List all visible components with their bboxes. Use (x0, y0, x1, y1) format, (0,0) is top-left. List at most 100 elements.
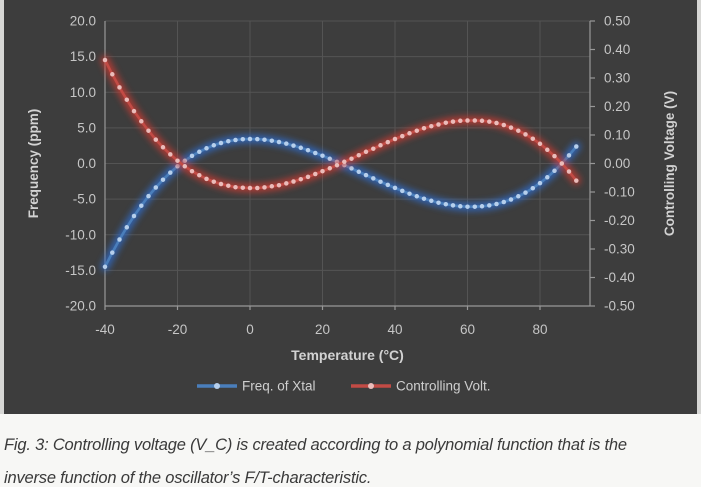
left-axis-tick-label: -15.0 (65, 263, 96, 278)
data-point-marker (530, 136, 536, 141)
data-point-marker (458, 118, 463, 124)
data-point-marker (160, 145, 166, 150)
data-point-marker (516, 128, 521, 133)
data-point-marker (508, 197, 514, 202)
page-gutter-left (0, 0, 4, 414)
data-point-marker (356, 169, 362, 175)
x-axis-tick-label: 0 (246, 322, 254, 337)
data-point-marker (255, 185, 260, 191)
data-point-marker (537, 141, 543, 147)
data-point-marker (479, 204, 485, 209)
data-point-marker (494, 120, 499, 126)
data-point-marker (247, 185, 253, 191)
x-axis-tick-label: 60 (460, 322, 475, 337)
right-axis-tick-label: 0.00 (604, 156, 630, 171)
legend-label: Freq. of Xtal (242, 379, 316, 394)
data-point-marker (501, 199, 507, 205)
data-point-marker (472, 118, 478, 123)
data-point-marker (371, 176, 376, 181)
left-axis-tick-label: 10.0 (70, 85, 96, 100)
data-point-marker (240, 185, 246, 190)
data-point-marker (247, 136, 253, 142)
right-axis-tick-label: -0.20 (604, 213, 635, 228)
data-point-marker (450, 119, 456, 124)
data-point-marker (436, 200, 441, 205)
page-gutter-right (697, 0, 701, 414)
data-point-marker (197, 172, 202, 178)
x-axis-title: Temperature (°C) (291, 347, 404, 363)
data-point-marker (284, 181, 289, 186)
data-point-marker (436, 122, 441, 127)
data-point-marker (327, 156, 333, 162)
data-point-marker (291, 179, 296, 184)
data-point-marker (349, 156, 354, 161)
data-point-marker (385, 182, 391, 188)
data-point-marker (153, 185, 159, 190)
data-point-marker (298, 145, 304, 151)
data-point-marker (262, 137, 267, 142)
left-axis-tick-label: -10.0 (65, 227, 96, 242)
right-axis-tick-label: 0.30 (604, 71, 630, 86)
data-point-marker (160, 177, 166, 182)
data-point-marker (349, 166, 354, 171)
left-axis-tick-label: 5.0 (77, 120, 96, 135)
data-point-marker (516, 194, 521, 199)
right-axis-tick-label: -0.30 (604, 242, 635, 257)
legend-marker-dot (368, 383, 374, 389)
data-point-marker (313, 171, 318, 177)
series-controlling-volt (100, 55, 581, 193)
tick-labels: 20.0 15.0 10.0 5.0 0.0 -5.0 -10.0 -15.0 -20.0 0.5… (65, 14, 635, 338)
data-point-marker (508, 125, 514, 130)
chart-panel (4, 0, 697, 414)
data-point-marker (284, 141, 289, 146)
data-point-marker (356, 152, 362, 158)
data-point-marker (392, 136, 398, 142)
data-point-marker (269, 138, 275, 143)
x-axis-tick-label: -20 (168, 322, 188, 337)
right-axis-tick-label: -0.50 (604, 299, 635, 314)
data-point-marker (204, 146, 209, 151)
data-point-marker (465, 118, 470, 123)
data-point-marker (407, 191, 412, 196)
data-point-marker (487, 119, 492, 124)
left-axis-tick-label: 0.0 (77, 156, 96, 171)
data-point-marker (400, 133, 405, 139)
right-axis-tick-label: -0.10 (604, 185, 635, 200)
x-axis-tick-label: 20 (315, 322, 330, 337)
data-point-marker (327, 166, 333, 171)
legend-item-controlling-volt: Controlling Volt. (351, 379, 491, 394)
data-point-marker (363, 149, 369, 155)
data-point-marker (545, 147, 550, 153)
data-point-marker (233, 137, 238, 143)
data-point-marker (218, 140, 224, 146)
data-point-marker (407, 131, 412, 136)
x-axis-tick-label: -40 (95, 322, 115, 337)
data-point-marker (429, 198, 434, 204)
data-point-marker (153, 137, 159, 142)
figure-caption: Fig. 3: Controlling voltage (V_C) is cre… (4, 429, 698, 487)
data-point-marker (204, 176, 209, 182)
legend-label: Controlling Volt. (396, 379, 491, 394)
data-point-marker (276, 139, 282, 145)
data-point-marker (124, 225, 130, 230)
data-point-marker (552, 153, 557, 159)
data-point-marker (117, 237, 122, 242)
data-point-marker (189, 168, 195, 174)
data-point-marker (494, 201, 499, 207)
data-point-marker (523, 190, 528, 195)
data-point-marker (566, 153, 572, 158)
data-point-marker (530, 185, 536, 191)
x-axis-tick-label: 80 (532, 322, 547, 337)
legend: Freq. of Xtal Controlling Volt. (197, 379, 491, 394)
data-point-marker (182, 164, 188, 169)
legend-marker-dot (214, 383, 220, 389)
data-point-marker (175, 158, 180, 163)
data-point-marker (102, 264, 108, 270)
data-point-marker (487, 203, 492, 208)
data-point-marker (574, 144, 579, 149)
data-point-marker (124, 97, 130, 102)
left-axis-tick-label: -20.0 (65, 299, 96, 314)
data-point-marker (269, 184, 275, 189)
data-point-marker (378, 143, 383, 148)
